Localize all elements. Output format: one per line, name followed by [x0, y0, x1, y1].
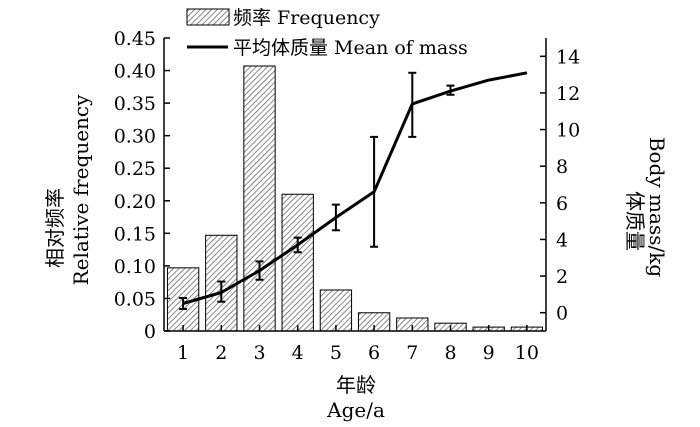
mean-mass-line [182, 71, 528, 305]
x-tick-label: 3 [253, 342, 265, 364]
legend-bar-swatch [186, 8, 230, 26]
y-right-tick-label: 12 [556, 83, 580, 105]
x-tick-label: 6 [368, 342, 380, 364]
y-left-tick-label: 0.40 [114, 61, 156, 83]
y-left-tick-label: 0.25 [114, 158, 156, 180]
y-right-tick-label: 10 [556, 120, 580, 142]
y-right-tick-label: 2 [556, 266, 568, 288]
y-left-tick-label: 0 [144, 321, 156, 343]
y-left-tick-label: 0.15 [114, 223, 156, 245]
legend-bar-label: 频率 Frequency [233, 7, 380, 29]
legend-line-label: 平均体质量 Mean of mass [233, 37, 468, 59]
x-label-cn: 年龄 [336, 373, 376, 397]
y-left-tick-label: 0.30 [114, 126, 156, 148]
bar [281, 193, 314, 332]
x-tick-label: 5 [330, 342, 342, 364]
y-left-tick-label: 0.35 [114, 93, 156, 115]
y-right-tick-label: 6 [556, 193, 568, 215]
x-label-en: Age/a [326, 398, 385, 422]
y-right-tick-label: 0 [556, 303, 568, 325]
x-tick-label: 10 [515, 342, 539, 364]
x-tick-label: 2 [215, 342, 227, 364]
y-left-label-en: Relative frequency [69, 94, 93, 286]
x-tick-label: 7 [406, 342, 418, 364]
y-right-tick-label: 4 [556, 229, 568, 251]
y-right-label-cn: 体质量 [623, 191, 647, 251]
y-left-tick-label: 0.05 [114, 288, 156, 310]
x-tick-label: 9 [483, 342, 495, 364]
x-tick-label: 8 [444, 342, 456, 364]
bar [243, 65, 276, 332]
legend: 频率 Frequency 平均体质量 Mean of mass [186, 7, 468, 59]
bar [319, 289, 353, 332]
plot-area: 0 0.05 0.10 0.15 0.20 0.25 0.30 0.35 0.40 0.45 0 2 4… [114, 28, 581, 364]
y-right-label-en: Body mass/kg [645, 137, 669, 277]
y-left-label-cn: 相对频率 [43, 188, 67, 268]
x-tick-label: 1 [177, 342, 189, 364]
y-left-tick-label: 0.45 [114, 28, 156, 50]
x-tick-label: 4 [292, 342, 304, 364]
y-left-tick-label: 0.10 [114, 256, 156, 278]
y-right-tick-label: 14 [556, 46, 580, 68]
y-left-tick-label: 0.20 [114, 191, 156, 213]
y-right-tick-label: 8 [556, 156, 568, 178]
